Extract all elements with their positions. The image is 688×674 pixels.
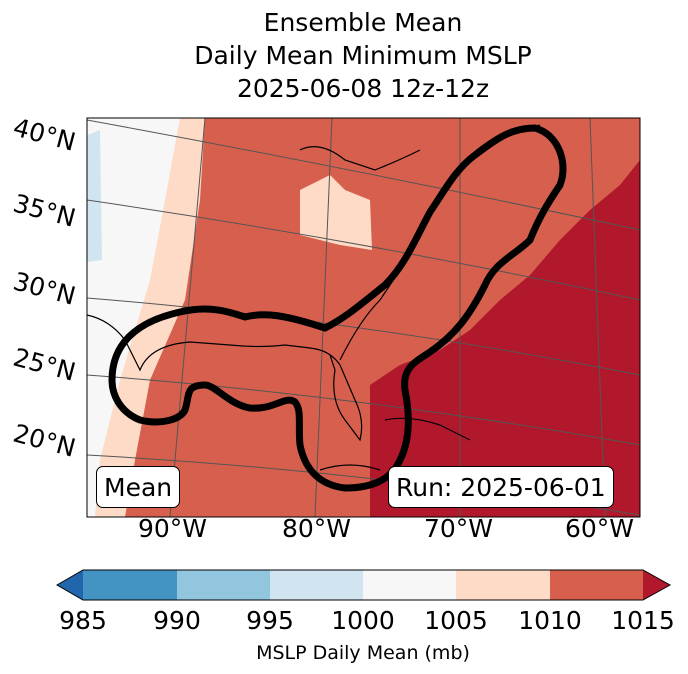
mslp-995-region — [87, 130, 102, 262]
mean-label-box: Mean — [96, 466, 181, 508]
great-lakes-1005-patch — [300, 175, 372, 250]
colorbar-tick: 1010 — [518, 606, 582, 635]
colorbar-1010-1015 — [550, 570, 643, 600]
colorbar-under-arrow — [57, 570, 83, 600]
lon-label-80w: 80°W — [282, 514, 352, 543]
graticule — [87, 118, 640, 517]
colorbar-tick: 1000 — [331, 606, 395, 635]
lon-label-90w: 90°W — [138, 514, 208, 543]
colorbar-tick: 985 — [59, 606, 107, 635]
colorbar-990-995 — [177, 570, 270, 600]
map-frame — [86, 117, 641, 518]
colorbar — [55, 569, 672, 601]
colorbar-over-arrow — [643, 570, 670, 600]
mslp-1000-region — [87, 118, 180, 517]
lon-label-70w: 70°W — [424, 514, 494, 543]
colorbar-tick: 995 — [246, 606, 294, 635]
colorbar-1000-1005 — [363, 570, 456, 600]
colorbar-tick: 1005 — [424, 606, 488, 635]
colorbar-tick: 1015 — [611, 606, 675, 635]
title-line-1: Ensemble Mean — [263, 8, 463, 37]
lon-label-60w: 60°W — [565, 514, 635, 543]
ensemble-contour — [108, 124, 567, 492]
title-line-2: Daily Mean Minimum MSLP — [194, 41, 532, 70]
title-line-3: 2025-06-08 12z-12z — [236, 74, 490, 103]
colorbar-label: MSLP Daily Mean (mb) — [256, 642, 470, 664]
colorbar-1005-1010 — [456, 570, 550, 600]
run-label-box: Run: 2025-06-01 — [388, 466, 614, 508]
colorbar-outline — [55, 569, 672, 601]
colorbar-tick: 990 — [153, 606, 201, 635]
colorbar-995-1000 — [270, 570, 363, 600]
colorbar-985-990 — [83, 570, 177, 600]
mslp-1015-region — [370, 160, 640, 517]
